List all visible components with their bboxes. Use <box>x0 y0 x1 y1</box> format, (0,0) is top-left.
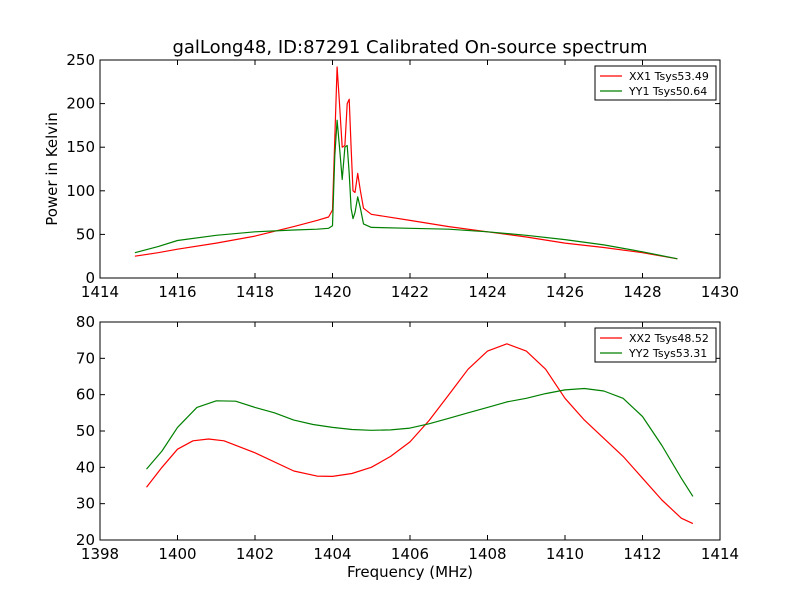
bottom-y-tick-label: 60 <box>76 386 95 404</box>
bottom-x-tick-label: 1398 <box>81 545 119 563</box>
top-legend-label: YY1 Tsys50.64 <box>628 85 707 98</box>
top-legend-box <box>594 65 717 101</box>
bottom-legend: XX2 Tsys48.52 YY2 Tsys53.31 <box>594 327 717 363</box>
top-x-tick-label: 1422 <box>391 283 429 301</box>
bottom-series-line-1 <box>146 343 694 525</box>
top-series-line-2 <box>134 119 678 260</box>
top-ylabel: Power in Kelvin <box>43 112 61 226</box>
bottom-legend-label: XX2 Tsys48.52 <box>629 332 709 345</box>
bottom-x-tick-label: 1408 <box>468 545 506 563</box>
chart-title: galLong48, ID:87291 Calibrated On-source… <box>172 37 647 58</box>
top-x-tick-label: 1416 <box>158 283 196 301</box>
top-x-tick-label: 1428 <box>623 283 661 301</box>
top-y-tick-label: 250 <box>66 51 95 69</box>
top-x-tick-label: 1426 <box>546 283 584 301</box>
bottom-x-tick-label: 1410 <box>546 545 584 563</box>
top-x-tick-label: 1414 <box>81 283 119 301</box>
top-y-tick-label: 100 <box>66 182 95 200</box>
top-legend: XX1 Tsys53.49 YY1 Tsys50.64 <box>594 65 717 101</box>
top-y-tick-label: 200 <box>66 95 95 113</box>
bottom-plot-panel: 1398 1400 1402 1404 1406 1408 1410 1412 1414 20 30… <box>76 313 739 563</box>
bottom-xlabel: Frequency (MHz) <box>347 563 473 581</box>
bottom-y-tick-label: 70 <box>76 349 95 367</box>
bottom-y-tick-label: 50 <box>76 422 95 440</box>
top-legend-label: XX1 Tsys53.49 <box>629 70 709 83</box>
bottom-y-tick-label: 80 <box>76 313 95 331</box>
bottom-y-tick-label: 30 <box>76 495 95 513</box>
top-x-tick-label: 1430 <box>701 283 739 301</box>
top-y-tick-label: 150 <box>66 138 95 156</box>
bottom-x-tick-label: 1412 <box>623 545 661 563</box>
bottom-legend-label: YY2 Tsys53.31 <box>628 347 707 360</box>
top-x-tick-label: 1420 <box>313 283 351 301</box>
top-y-tick-label: 0 <box>85 269 95 287</box>
top-x-tick-label: 1418 <box>236 283 274 301</box>
top-x-tick-label: 1424 <box>468 283 506 301</box>
top-plot-panel: 1414 1416 1418 1420 1422 1424 1426 1428 1430 0 50 1… <box>66 51 739 301</box>
bottom-x-tick-label: 1406 <box>391 545 429 563</box>
bottom-x-tick-label: 1414 <box>701 545 739 563</box>
bottom-series-line-2 <box>146 387 694 497</box>
bottom-y-tick-label: 40 <box>76 458 95 476</box>
bottom-legend-box <box>594 327 717 363</box>
bottom-y-tick-label: 20 <box>76 531 95 549</box>
bottom-x-tick-label: 1400 <box>158 545 196 563</box>
top-y-tick-label: 50 <box>76 225 95 243</box>
bottom-x-tick-label: 1402 <box>236 545 274 563</box>
bottom-x-tick-label: 1404 <box>313 545 351 563</box>
